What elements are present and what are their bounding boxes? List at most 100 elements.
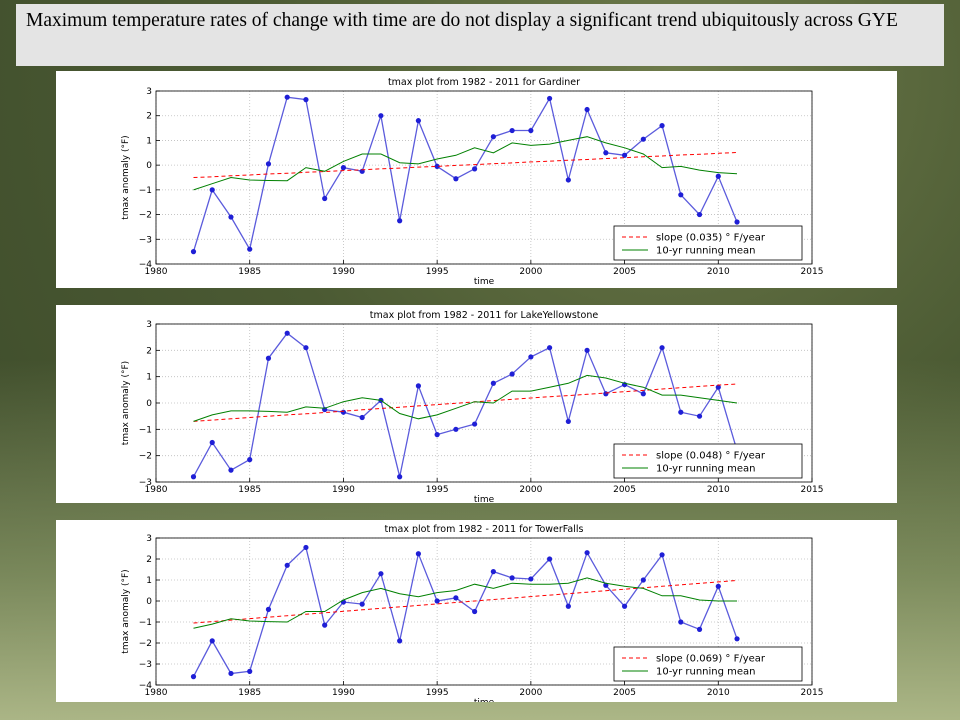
data-point [696, 211, 703, 218]
data-point [190, 474, 197, 480]
data-point [547, 345, 553, 351]
data-point [565, 177, 571, 183]
data-point [415, 118, 421, 124]
data-point [547, 556, 553, 562]
x-tick-label: 1995 [426, 267, 449, 277]
data-point [547, 95, 553, 102]
x-tick-label: 2015 [801, 267, 824, 277]
data-point [640, 136, 646, 142]
data-point [565, 603, 571, 609]
data-point [303, 544, 309, 551]
y-tick-label: −3 [139, 478, 152, 488]
data-point [359, 601, 365, 607]
data-point [621, 603, 628, 609]
data-point [715, 384, 721, 390]
y-tick-label: 2 [146, 346, 152, 356]
data-point [322, 195, 328, 202]
data-point [340, 409, 347, 415]
legend-box [613, 646, 803, 682]
y-tick-label: 0 [146, 161, 152, 171]
data-point [453, 176, 459, 182]
x-tick-label: 1990 [332, 688, 355, 698]
y-tick-label: 3 [146, 87, 152, 97]
y-tick-label: 0 [146, 597, 152, 607]
y-tick-label: −1 [139, 618, 152, 628]
legend-label: 10-yr running mean [656, 667, 756, 678]
y-axis-label: tmax anomaly (°F) [121, 361, 131, 445]
x-tick-label: 1980 [145, 688, 168, 698]
data-point [509, 371, 515, 377]
data-point [640, 391, 646, 397]
data-point [415, 551, 421, 557]
x-tick-label: 2010 [707, 485, 730, 495]
data-point [528, 127, 534, 134]
data-point [659, 552, 665, 558]
chart-towerfalls: tmax plot from 1982 - 2011 for TowerFall… [121, 524, 824, 702]
data-point [434, 432, 440, 438]
legend-box [613, 443, 803, 479]
x-tick-label: 1995 [426, 485, 449, 495]
data-point [453, 595, 459, 601]
plot-area [190, 544, 740, 680]
data-point [565, 418, 571, 425]
data-point [472, 166, 478, 172]
data-point [303, 97, 309, 103]
data-point [284, 330, 290, 336]
data-point [734, 636, 740, 642]
x-tick-label: 1990 [332, 267, 355, 277]
y-tick-label: −3 [139, 235, 152, 245]
x-tick-label: 1985 [238, 267, 261, 277]
data-point [322, 622, 328, 628]
y-tick-label: −2 [139, 452, 152, 462]
data-point [528, 354, 534, 360]
legend: slope (0.069) ° F/year 10-yr running mean [613, 646, 803, 682]
data-point [603, 150, 609, 156]
data-point [603, 582, 609, 588]
x-tick-label: 2005 [613, 485, 636, 495]
y-tick-label: −4 [139, 681, 153, 691]
legend-label: 10-yr running mean [656, 464, 756, 475]
x-tick-label: 2015 [801, 688, 824, 698]
y-tick-label: −2 [139, 211, 152, 221]
legend: slope (0.035) ° F/year 10-yr running mean [613, 225, 803, 261]
data-point [696, 626, 703, 632]
x-tick-label: 2015 [801, 485, 824, 495]
y-axis-label: tmax anomaly (°F) [121, 135, 131, 219]
data-point [678, 409, 684, 415]
x-tick-label: 2010 [707, 267, 730, 277]
data-point [284, 94, 290, 100]
running-mean-line [193, 577, 737, 629]
legend-label: slope (0.035) ° F/year [656, 233, 766, 244]
y-tick-label: 0 [146, 399, 152, 409]
data-point [209, 638, 215, 644]
data-point [265, 355, 272, 361]
data-point [209, 187, 215, 193]
data-point [659, 345, 665, 351]
data-point [621, 152, 628, 158]
x-tick-label: 1985 [238, 688, 261, 698]
data-point [640, 577, 646, 583]
y-tick-label: −1 [139, 425, 152, 435]
data-point [434, 163, 440, 169]
running-mean-line [193, 136, 738, 191]
chart-title: tmax plot from 1982 - 2011 for TowerFall… [385, 524, 584, 535]
y-tick-label: −1 [139, 186, 152, 196]
slide-title: Maximum temperature rates of change with… [16, 4, 944, 66]
x-tick-label: 2005 [613, 688, 636, 698]
y-axis-label: tmax anomaly (°F) [121, 569, 131, 653]
x-tick-label: 2000 [519, 688, 542, 698]
data-point [265, 606, 272, 612]
data-point [472, 608, 478, 615]
data-point [265, 161, 272, 167]
data-point [528, 576, 534, 582]
data-point [472, 421, 478, 427]
data-point [509, 127, 515, 134]
chart-panel-lakeyellowstone: tmax plot from 1982 - 2011 for LakeYello… [56, 305, 897, 503]
plot-frame [155, 90, 813, 265]
data-point [247, 457, 253, 463]
data-point [190, 249, 197, 255]
running-mean-line [193, 374, 738, 422]
data-point [397, 218, 403, 224]
chart-title: tmax plot from 1982 - 2011 for Gardiner [388, 77, 580, 88]
y-tick-label: 1 [146, 136, 152, 146]
